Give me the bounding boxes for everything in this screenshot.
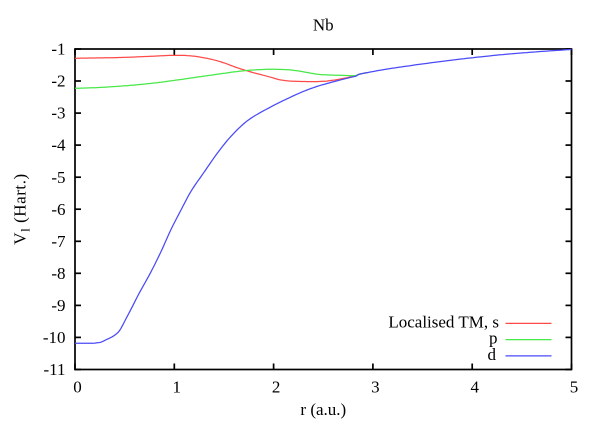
svg-text:-1: -1 <box>51 40 65 59</box>
svg-text:-5: -5 <box>51 168 65 187</box>
svg-text:3: 3 <box>371 378 380 397</box>
svg-text:-3: -3 <box>51 104 65 123</box>
svg-text:-9: -9 <box>51 296 65 315</box>
svg-text:-10: -10 <box>43 328 66 347</box>
svg-text:Localised TM, s: Localised TM, s <box>388 312 499 331</box>
svg-text:0: 0 <box>73 378 82 397</box>
svg-text:-2: -2 <box>51 72 65 91</box>
svg-text:r (a.u.): r (a.u.) <box>300 400 346 419</box>
svg-text:d: d <box>488 345 497 364</box>
svg-text:p: p <box>489 329 498 348</box>
svg-text:4: 4 <box>470 378 479 397</box>
svg-text:-7: -7 <box>51 232 66 251</box>
svg-text:-6: -6 <box>51 200 65 219</box>
svg-text:5: 5 <box>570 378 579 397</box>
svg-text:Vl (Hart.): Vl (Hart.) <box>11 173 33 244</box>
svg-text:Nb: Nb <box>313 16 334 35</box>
svg-text:1: 1 <box>173 378 182 397</box>
svg-text:-11: -11 <box>43 360 65 379</box>
svg-text:-8: -8 <box>51 264 65 283</box>
svg-text:2: 2 <box>272 378 281 397</box>
svg-text:-4: -4 <box>51 136 66 155</box>
